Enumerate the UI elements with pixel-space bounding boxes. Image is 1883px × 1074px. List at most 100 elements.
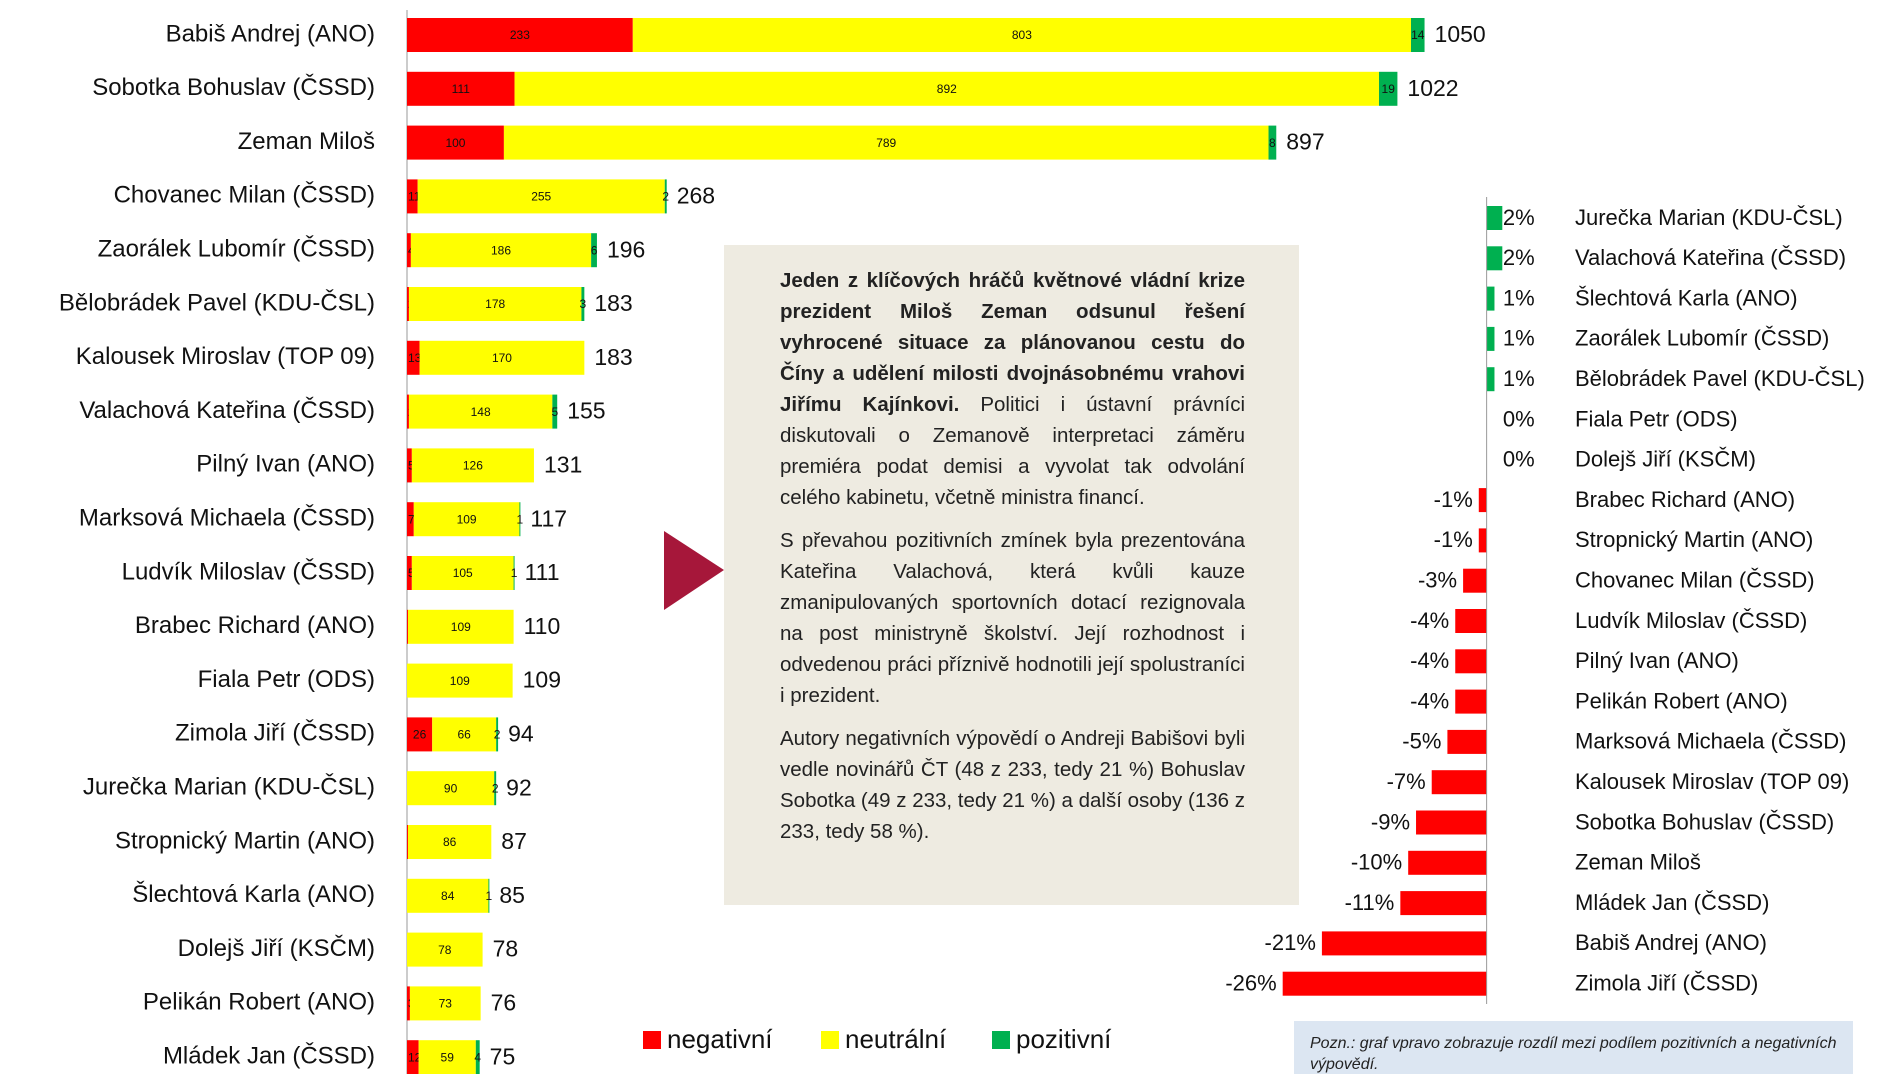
bar-segment	[407, 179, 418, 214]
bar	[1486, 286, 1495, 311]
bar-segment	[409, 986, 481, 1021]
total-label: 75	[490, 1043, 516, 1069]
value-label: 2%	[1503, 245, 1535, 270]
category-label: Zeman Miloš	[238, 128, 375, 155]
category-label: Dolejš Jiří (KSČM)	[178, 934, 375, 962]
bar-segment	[1410, 18, 1425, 52]
bar	[1455, 649, 1487, 674]
category-label: Zaorálek Lubomír (ČSSD)	[1575, 326, 1829, 351]
category-label: Chovanec Milan (ČSSD)	[114, 181, 375, 209]
bar	[1447, 729, 1487, 754]
bar	[1282, 971, 1487, 996]
segment-label: 84	[441, 889, 455, 903]
bar-segment	[496, 717, 499, 752]
category-label: Dolejš Jiří (KSČM)	[1575, 447, 1756, 472]
bar-segment	[407, 717, 433, 752]
bar-segment	[519, 502, 521, 537]
bar-segment	[407, 663, 513, 698]
bar-segment	[407, 71, 515, 106]
category-label: Šlechtová Karla (ANO)	[1575, 285, 1798, 310]
category-label: Jurečka Marian (KDU-ČSL)	[83, 773, 375, 801]
paragraph: S převahou pozitivních zmínek byla preze…	[780, 529, 1245, 707]
category-label: Brabec Richard (ANO)	[135, 612, 375, 639]
bar-segment	[513, 556, 515, 590]
segment-label: 26	[413, 728, 427, 742]
value-label: 1%	[1503, 285, 1535, 310]
value-label: 1%	[1503, 366, 1535, 391]
segment-label: 803	[1012, 28, 1032, 42]
bar-segment	[407, 448, 412, 483]
bar-segment	[418, 1040, 476, 1074]
bar-segment	[408, 287, 582, 321]
segment-label: 111	[452, 82, 471, 96]
bar-segment	[407, 340, 420, 375]
bar	[1478, 488, 1487, 513]
bar-segment	[411, 556, 514, 590]
value-label: -11%	[1345, 890, 1395, 915]
total-label: 87	[501, 828, 527, 854]
legend-swatch	[821, 1031, 839, 1049]
segment-label: 11	[408, 190, 421, 204]
bar-segment	[1378, 71, 1398, 106]
bar	[1486, 246, 1503, 271]
category-label: Mládek Jan (ČSSD)	[1575, 890, 1769, 915]
category-label: Kalousek Miroslav (TOP 09)	[1575, 769, 1849, 794]
bar-segment	[407, 609, 514, 644]
segment-label: 109	[450, 674, 470, 688]
category-label: Chovanec Milan (ČSSD)	[1575, 568, 1815, 593]
bar-segment	[407, 233, 411, 268]
segment-label: 5	[551, 405, 558, 419]
bold-text: Jeden z klíčových hráčů květnové vládní …	[780, 269, 1245, 416]
total-label: 78	[493, 936, 519, 962]
category-label: Bělobrádek Pavel (KDU-ČSL)	[1575, 366, 1865, 391]
bar-segment	[407, 825, 492, 859]
total-label: 94	[508, 720, 534, 746]
total-label: 183	[594, 344, 632, 370]
bar-segment	[407, 878, 489, 913]
segment-label: 4	[474, 1050, 481, 1064]
segment-label: 170	[492, 351, 512, 365]
segment-label: 233	[510, 28, 530, 42]
segment-label: 1	[517, 512, 524, 526]
segment-label: 86	[443, 835, 457, 849]
category-label: Mládek Jan (ČSSD)	[163, 1042, 375, 1070]
bar	[1431, 770, 1487, 795]
bar	[1455, 609, 1487, 633]
category-label: Sobotka Bohuslav (ČSSD)	[1575, 809, 1834, 834]
segment-label: 100	[445, 136, 465, 150]
bar-segment	[407, 18, 633, 52]
bar-segment	[407, 394, 409, 429]
category-label: Fiala Petr (ODS)	[198, 666, 375, 693]
category-label: Šlechtová Karla (ANO)	[132, 880, 375, 908]
total-label: 85	[499, 882, 525, 908]
bar-segment	[407, 771, 495, 806]
total-label: 117	[530, 505, 567, 531]
category-label: Babiš Andrej (ANO)	[1575, 930, 1767, 955]
bar-segment	[413, 502, 520, 537]
bar-segment	[591, 233, 597, 268]
bar-segment	[407, 125, 504, 160]
total-label: 76	[491, 989, 517, 1015]
bar-segment	[432, 717, 497, 752]
segment-label: 892	[937, 82, 957, 96]
segment-label: 78	[438, 943, 452, 957]
total-label: 110	[524, 613, 561, 639]
total-label: 92	[506, 774, 532, 800]
category-label: Ludvík Miloslav (ČSSD)	[1575, 608, 1807, 633]
category-label: Bělobrádek Pavel (KDU-ČSL)	[59, 288, 375, 316]
category-label: Pilný Ivan (ANO)	[1575, 648, 1739, 673]
category-label: Zimola Jiří (ČSSD)	[1575, 971, 1758, 996]
value-label: -1%	[1434, 487, 1473, 512]
segment-label: 5	[408, 459, 415, 473]
segment-label: 6	[591, 243, 598, 257]
bar	[1408, 850, 1487, 875]
total-label: 196	[607, 236, 645, 262]
total-label: 109	[523, 667, 561, 693]
value-label: -4%	[1410, 608, 1449, 633]
bar-segment	[503, 125, 1269, 160]
value-label: -10%	[1351, 850, 1402, 875]
bar-segment	[664, 179, 667, 214]
segment-label: 1	[511, 566, 518, 580]
